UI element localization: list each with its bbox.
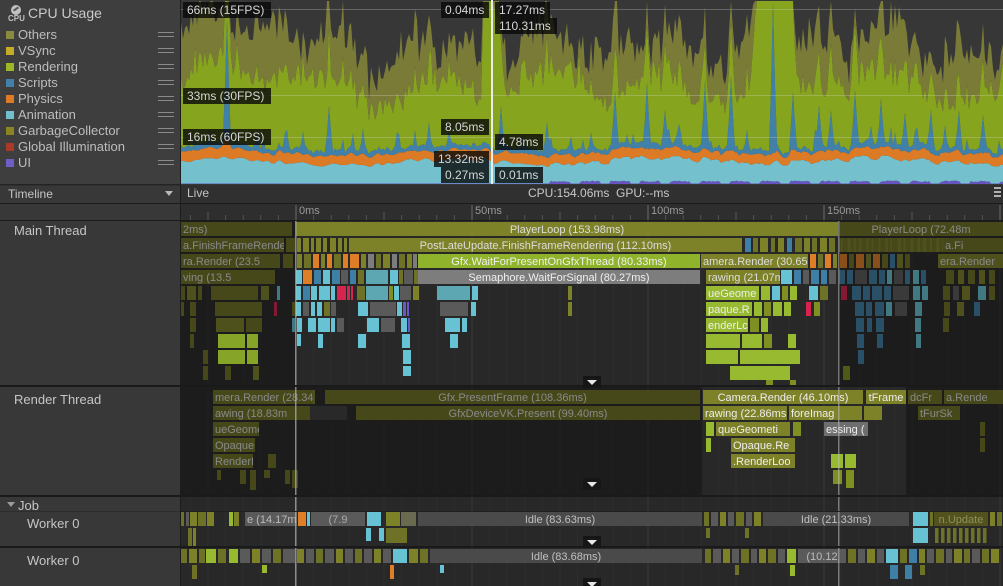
svg-text:a.Rende: a.Rende — [946, 392, 988, 404]
svg-text:enderLc: enderLc — [708, 320, 748, 332]
svg-text:Gfx.WaitForPresentOnGfxThread: Gfx.WaitForPresentOnGfxThread (80.33ms) — [451, 256, 666, 268]
svg-text:n.Update: n.Update — [939, 514, 984, 526]
svg-text:rawing (21.07m: rawing (21.07m — [708, 272, 784, 284]
svg-text:110.31ms: 110.31ms — [499, 19, 551, 33]
svg-text:8.05ms: 8.05ms — [445, 120, 484, 134]
svg-text:PostLateUpdate.FinishFrameRend: PostLateUpdate.FinishFrameRendering (112… — [420, 240, 672, 252]
svg-text:0ms: 0ms — [299, 205, 320, 217]
svg-text:a.FinishFrameRende: a.FinishFrameRende — [183, 240, 286, 252]
svg-text:paque.R: paque.R — [708, 304, 750, 316]
svg-text:33ms (30FPS): 33ms (30FPS) — [187, 89, 264, 103]
svg-text:GfxDeviceVK.Present (99.40ms): GfxDeviceVK.Present (99.40ms) — [449, 408, 608, 420]
svg-text:foreImag: foreImag — [791, 408, 834, 420]
svg-text:a.Fi: a.Fi — [945, 240, 963, 252]
svg-text:amera.Render (30.65m: amera.Render (30.65m — [703, 256, 817, 268]
svg-text:0.01ms: 0.01ms — [499, 168, 538, 182]
svg-text:0.27ms: 0.27ms — [445, 168, 484, 182]
svg-text:mera.Render (28.34m: mera.Render (28.34m — [215, 392, 323, 404]
svg-text:awing (18.83m: awing (18.83m — [215, 408, 287, 420]
svg-text:Semaphore.WaitForSignal (80.27: Semaphore.WaitForSignal (80.27ms) — [468, 272, 649, 284]
svg-text:PlayerLoop (72.48m: PlayerLoop (72.48m — [871, 224, 970, 236]
svg-text:Gfx.PresentFrame (108.36ms): Gfx.PresentFrame (108.36ms) — [438, 392, 587, 404]
svg-text:tFrame: tFrame — [869, 392, 904, 404]
svg-text:Idle (21.33ms): Idle (21.33ms) — [801, 514, 871, 526]
svg-text:Camera.Render (46.10ms): Camera.Render (46.10ms) — [718, 392, 849, 404]
svg-text:era.Render: era.Render — [940, 256, 995, 268]
svg-text:queGeometi: queGeometi — [718, 424, 778, 436]
svg-text:Opaque.R: Opaque.R — [215, 440, 265, 452]
svg-text:100ms: 100ms — [651, 205, 685, 217]
svg-text:.RenderLoo: .RenderLoo — [733, 456, 791, 468]
svg-text:PlayerLoop (153.98ms): PlayerLoop (153.98ms) — [510, 224, 624, 236]
svg-text:2ms): 2ms) — [183, 224, 207, 236]
svg-text:150ms: 150ms — [827, 205, 861, 217]
svg-text:rawing (22.86ms: rawing (22.86ms — [705, 408, 787, 420]
svg-text:50ms: 50ms — [475, 205, 502, 217]
svg-text:0.04ms: 0.04ms — [445, 3, 484, 17]
svg-text:RenderLo: RenderLo — [215, 456, 263, 468]
svg-text:Opaque.Re: Opaque.Re — [733, 440, 789, 452]
svg-text:ra.Render (23.5: ra.Render (23.5 — [183, 256, 260, 268]
svg-text:4.78ms: 4.78ms — [499, 135, 538, 149]
svg-text:ueGeome: ueGeome — [708, 288, 756, 300]
svg-text:13.32ms: 13.32ms — [438, 152, 484, 166]
svg-text:dcFr: dcFr — [910, 392, 932, 404]
svg-text:Idle (83.68ms): Idle (83.68ms) — [531, 551, 601, 563]
svg-text:tFurSk: tFurSk — [920, 408, 953, 420]
svg-text:16ms (60FPS): 16ms (60FPS) — [187, 130, 264, 144]
svg-text:essing (: essing ( — [826, 424, 865, 436]
svg-text:66ms (15FPS): 66ms (15FPS) — [187, 3, 264, 17]
svg-text:(10.12: (10.12 — [806, 551, 837, 563]
svg-text:(7.9: (7.9 — [329, 514, 348, 526]
svg-text:17.27ms: 17.27ms — [499, 3, 545, 17]
svg-text:ving (13.5: ving (13.5 — [183, 272, 231, 284]
svg-text:Idle (83.63ms): Idle (83.63ms) — [525, 514, 595, 526]
svg-text:ueGeome: ueGeome — [215, 424, 263, 436]
svg-text:e (14.17m: e (14.17m — [247, 514, 297, 526]
